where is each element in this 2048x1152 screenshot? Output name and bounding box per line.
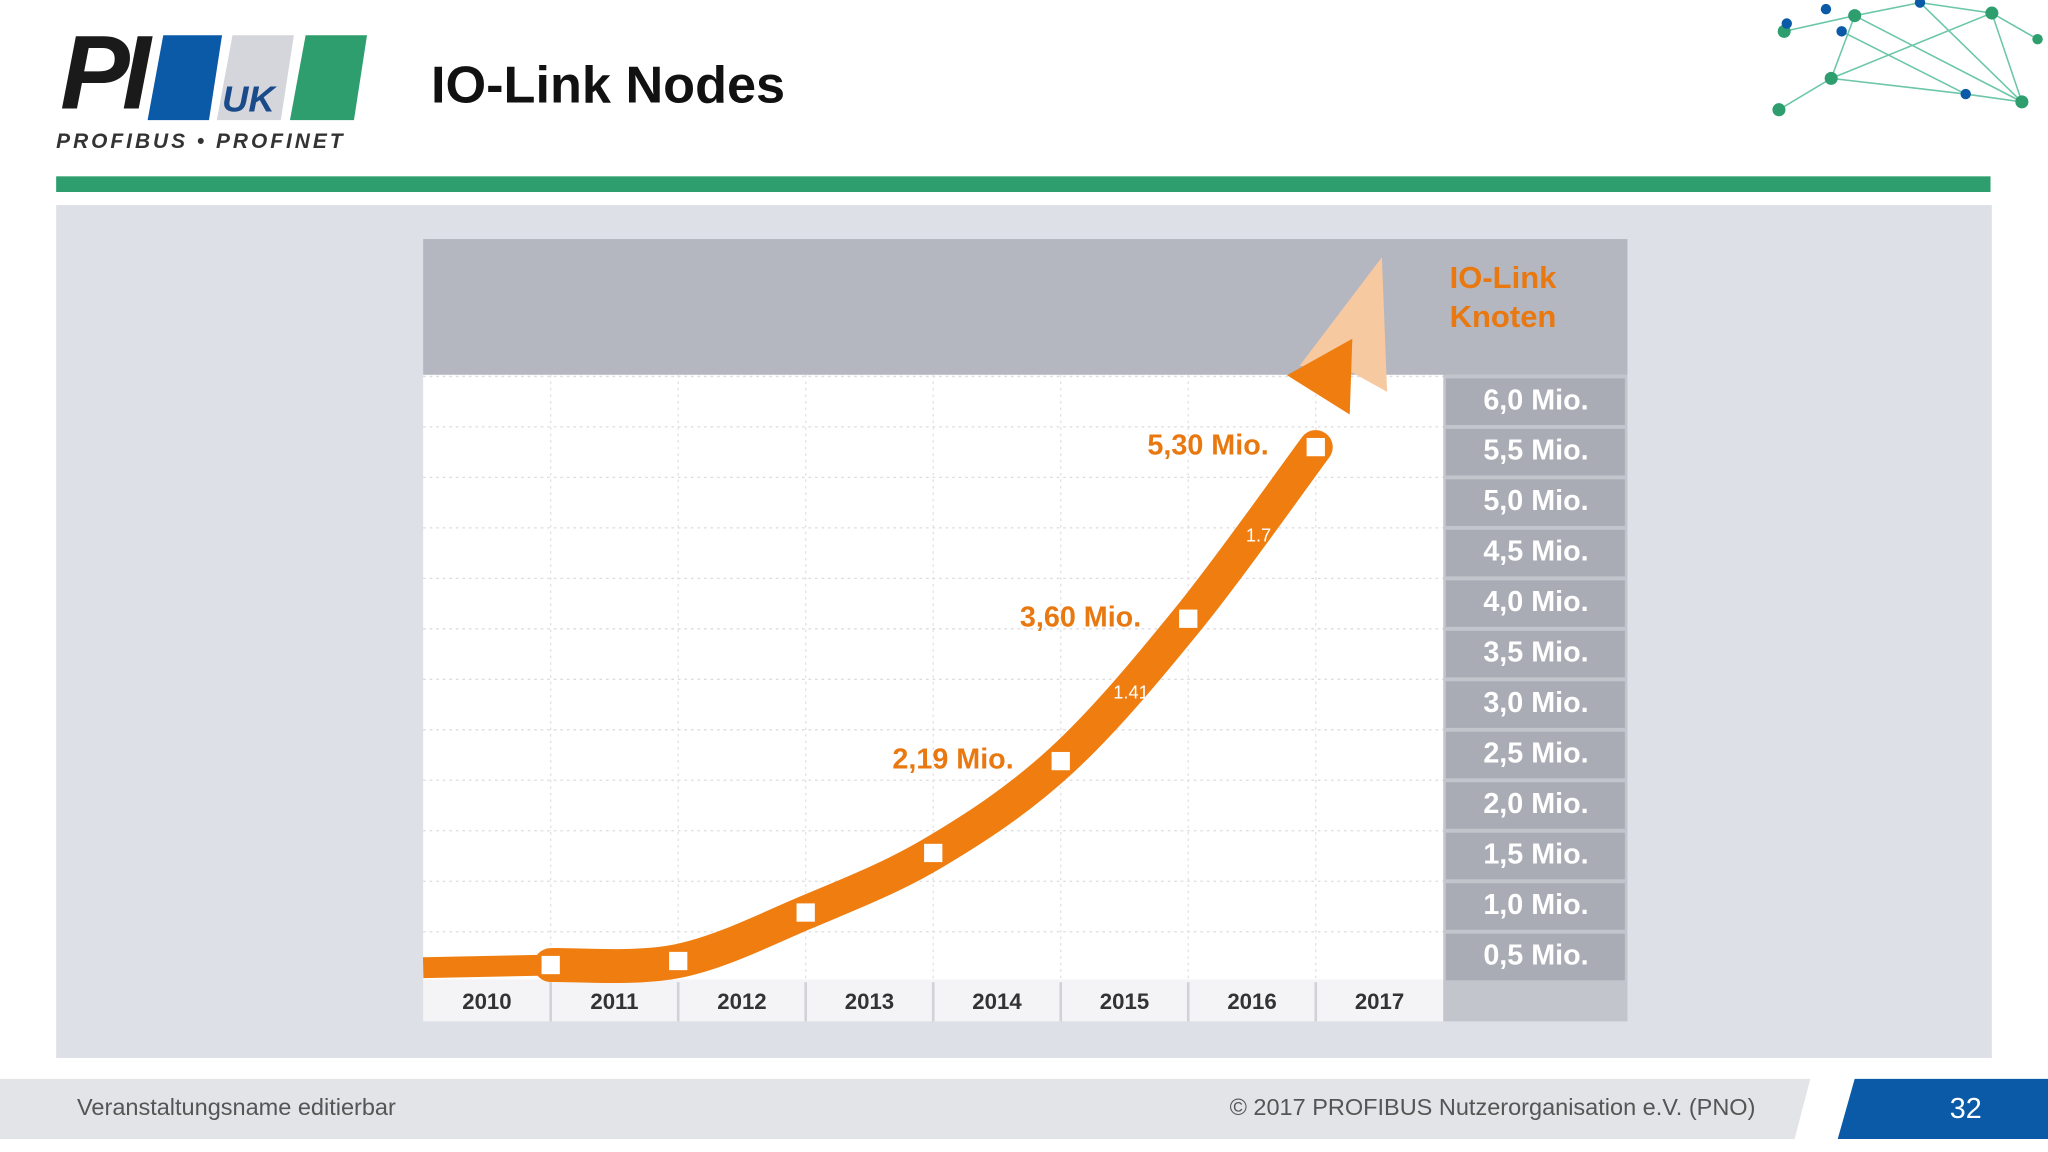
y-tick-label: 1,5 Mio. [1483, 839, 1588, 871]
logo-blue [147, 35, 223, 121]
y-tick-label: 3,5 Mio. [1483, 637, 1588, 669]
x-tick-label: 2014 [972, 989, 1022, 1014]
y-tick-cell [1445, 378, 1625, 425]
logo-grey [216, 35, 294, 121]
data-point [1306, 437, 1325, 457]
value-label: 2,19 Mio. [892, 744, 1013, 776]
y-tick-cell [1445, 428, 1625, 476]
y-tick-label: 5,0 Mio. [1483, 485, 1588, 517]
y-tick-cell [1445, 883, 1625, 930]
x-tick-label: 2013 [845, 989, 894, 1014]
x-tick-label: 2011 [590, 989, 638, 1014]
value-label: 5,30 Mio. [1147, 430, 1268, 462]
value-label: 3,60 Mio. [1020, 601, 1141, 633]
logo-green [289, 35, 368, 121]
y-tick-cell [1445, 580, 1625, 627]
annotation: 1.7 [1246, 525, 1271, 546]
logo: PI UK PROFIBUS • PROFINET [56, 15, 368, 153]
y-tick-cell [1445, 630, 1625, 678]
arrow-head [1287, 338, 1353, 415]
x-tick-label: 2016 [1227, 989, 1276, 1014]
y-tick-label: 3,0 Mio. [1483, 687, 1588, 719]
y-tick-cell [1445, 681, 1625, 728]
logo-sub: UK [222, 79, 277, 120]
chart-top-band [423, 239, 1628, 375]
y-tick-cell [1445, 782, 1625, 829]
y-tick-label: 0,5 Mio. [1483, 940, 1588, 972]
slide-title: IO-Link Nodes [431, 57, 785, 115]
page-number: 32 [1950, 1093, 1982, 1125]
logo-tagline: PROFIBUS • PROFINET [56, 130, 345, 153]
y-tick-label: 6,0 Mio. [1483, 384, 1588, 416]
x-tick-label: 2012 [717, 989, 766, 1014]
arrow-tail [422, 954, 551, 979]
y-tick-cell [1445, 731, 1625, 779]
data-point [541, 955, 560, 975]
y-tick-cell [1445, 529, 1625, 577]
network-decoration [1778, 1, 2038, 111]
footer-bar [0, 1078, 1811, 1139]
header-rule [56, 176, 1991, 192]
y-tick-label: 2,0 Mio. [1483, 788, 1588, 820]
y-tick-label: 4,5 Mio. [1483, 536, 1588, 568]
annotation: 1.41 [1113, 682, 1149, 703]
y-tick-label: 2,5 Mio. [1483, 738, 1588, 770]
logo-text: PI [60, 15, 153, 132]
x-tick-label: 2015 [1100, 989, 1149, 1014]
footer-event: Veranstaltungsname editierbar [77, 1094, 396, 1120]
data-point [669, 951, 688, 971]
network-nodes [1772, 0, 2043, 117]
x-tick-label: 2017 [1355, 989, 1404, 1014]
data-point [924, 843, 943, 863]
data-point [1051, 751, 1070, 771]
y-axis-label: IO-Link Knoten [1449, 260, 1557, 334]
y-tick-label: 1,0 Mio. [1483, 889, 1588, 921]
data-point [796, 903, 815, 922]
y-tick-cell [1445, 832, 1625, 880]
page-box [1837, 1078, 2048, 1139]
y-tick-cell [1445, 479, 1625, 526]
y-tick-label: 5,5 Mio. [1483, 435, 1588, 467]
y-tick-cell [1445, 933, 1625, 981]
y-tick-label: 4,0 Mio. [1483, 586, 1588, 618]
data-point [1179, 609, 1198, 628]
x-tick-label: 2010 [462, 989, 511, 1014]
footer-copyright: © 2017 PROFIBUS Nutzerorganisation e.V. … [1230, 1094, 1756, 1120]
chart: 0,5 Mio. 1,0 Mio. 1,5 Mio. 2,0 Mio. 2,5 Mio.… [422, 257, 1625, 1022]
